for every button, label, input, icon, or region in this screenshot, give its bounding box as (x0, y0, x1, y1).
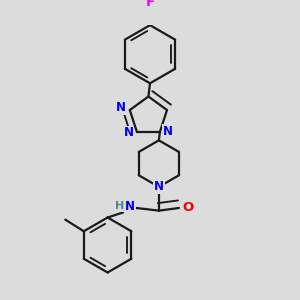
Text: N: N (124, 126, 134, 140)
Text: N: N (116, 101, 126, 114)
Text: F: F (146, 0, 154, 10)
Text: N: N (125, 200, 135, 213)
Text: H: H (115, 201, 124, 212)
Text: O: O (183, 202, 194, 214)
Text: N: N (164, 125, 173, 138)
Text: N: N (154, 180, 164, 194)
